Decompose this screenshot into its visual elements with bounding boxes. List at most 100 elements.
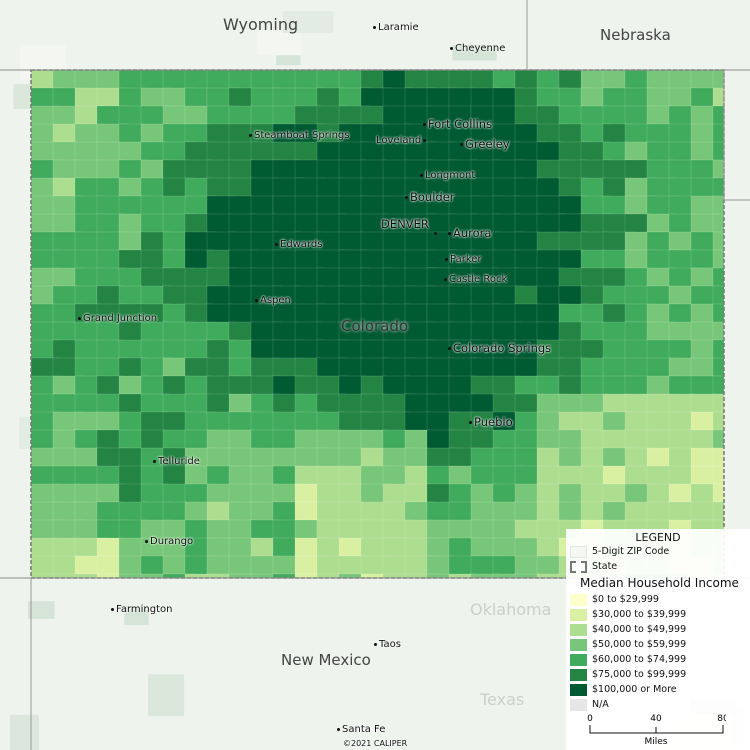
zip-area[interactable] xyxy=(382,339,407,361)
zip-area[interactable] xyxy=(272,537,297,559)
zip-area[interactable] xyxy=(118,249,142,270)
zip-area[interactable] xyxy=(624,321,650,343)
zip-area[interactable] xyxy=(712,321,725,342)
zip-area[interactable] xyxy=(228,231,252,254)
zip-area[interactable] xyxy=(206,537,231,558)
zip-area[interactable] xyxy=(426,483,452,504)
zip-area[interactable] xyxy=(448,303,474,326)
zip-area[interactable] xyxy=(206,141,231,161)
zip-area[interactable] xyxy=(448,429,473,450)
zip-area[interactable] xyxy=(536,321,562,342)
zip-area[interactable] xyxy=(30,447,56,468)
zip-area[interactable] xyxy=(272,141,296,161)
zip-area[interactable] xyxy=(602,357,627,379)
zip-area[interactable] xyxy=(668,303,693,325)
zip-area[interactable] xyxy=(382,105,407,127)
zip-area[interactable] xyxy=(206,123,231,145)
zip-area[interactable] xyxy=(272,267,296,288)
zip-area[interactable] xyxy=(118,231,143,251)
zip-area[interactable] xyxy=(140,465,166,486)
zip-area[interactable] xyxy=(492,429,517,450)
zip-area[interactable] xyxy=(162,285,188,306)
zip-area[interactable] xyxy=(316,447,340,469)
zip-area[interactable] xyxy=(580,321,606,343)
zip-area[interactable] xyxy=(514,159,538,180)
zip-area[interactable] xyxy=(426,393,450,414)
zip-area[interactable] xyxy=(668,177,693,200)
zip-area[interactable] xyxy=(250,465,276,485)
zip-area[interactable] xyxy=(206,159,231,180)
zip-area[interactable] xyxy=(536,429,562,449)
zip-area[interactable] xyxy=(228,339,254,361)
legend: LEGEND 5-Digit ZIP Code State Median Hou… xyxy=(566,529,750,750)
zip-area[interactable] xyxy=(74,429,99,450)
zip-area[interactable] xyxy=(448,393,475,413)
zip-area[interactable] xyxy=(338,537,365,557)
zip-area[interactable] xyxy=(470,465,497,487)
zip-area[interactable] xyxy=(492,555,516,575)
zip-area[interactable] xyxy=(272,429,299,449)
zip-area[interactable] xyxy=(712,231,725,251)
zip-area[interactable] xyxy=(74,375,101,396)
zip-area[interactable] xyxy=(30,195,55,216)
zip-area[interactable] xyxy=(338,213,362,235)
zip-area[interactable] xyxy=(536,285,560,306)
zip-area[interactable] xyxy=(338,231,364,251)
zip-area[interactable] xyxy=(294,519,318,539)
zip-area[interactable] xyxy=(536,249,561,271)
zip-area[interactable] xyxy=(338,177,365,197)
zip-area[interactable] xyxy=(690,231,717,252)
zip-area[interactable] xyxy=(206,177,233,197)
zip-area[interactable] xyxy=(426,465,451,486)
zip-area[interactable] xyxy=(360,177,385,199)
zip-area[interactable] xyxy=(668,141,692,163)
zip-area[interactable] xyxy=(294,141,321,162)
zip-area[interactable] xyxy=(74,87,100,107)
zip-area[interactable] xyxy=(712,213,725,233)
zip-area[interactable] xyxy=(228,375,253,395)
zip-area[interactable] xyxy=(162,339,188,361)
zip-area[interactable] xyxy=(184,105,209,125)
zip-area[interactable] xyxy=(338,357,364,379)
zip-area[interactable] xyxy=(184,429,211,451)
zip-area[interactable] xyxy=(470,393,496,413)
zip-area[interactable] xyxy=(118,429,142,450)
zip-area[interactable] xyxy=(602,501,627,522)
zip-area[interactable] xyxy=(250,195,274,216)
zip-area[interactable] xyxy=(712,159,725,180)
zip-area[interactable] xyxy=(272,303,297,326)
zip-area[interactable] xyxy=(162,105,187,125)
zip-area[interactable] xyxy=(602,483,628,504)
zip-area[interactable] xyxy=(558,483,584,505)
zip-area[interactable] xyxy=(118,537,142,557)
zip-area[interactable] xyxy=(558,267,585,287)
zip-area[interactable] xyxy=(184,357,210,377)
zip-area[interactable] xyxy=(646,123,671,144)
zip-area[interactable] xyxy=(712,465,725,487)
zip-area[interactable] xyxy=(184,465,208,487)
zip-area[interactable] xyxy=(52,447,79,467)
zip-area[interactable] xyxy=(602,429,628,451)
zip-area[interactable] xyxy=(624,159,651,179)
zip-area[interactable] xyxy=(602,285,628,307)
zip-area[interactable] xyxy=(74,141,100,161)
zip-area[interactable] xyxy=(668,105,695,125)
zip-area[interactable] xyxy=(514,537,539,557)
zip-area[interactable] xyxy=(52,141,77,163)
zip-area[interactable] xyxy=(712,123,725,145)
zip-area[interactable] xyxy=(470,321,494,341)
zip-area[interactable] xyxy=(316,195,342,217)
zip-area[interactable] xyxy=(338,339,363,361)
zip-area[interactable] xyxy=(272,69,297,91)
zip-area[interactable] xyxy=(624,393,648,415)
zip-area[interactable] xyxy=(360,159,386,181)
zip-area[interactable] xyxy=(382,429,407,450)
zip-area[interactable] xyxy=(470,429,494,449)
zip-area[interactable] xyxy=(96,393,120,414)
zip-area[interactable] xyxy=(206,285,232,307)
zip-area[interactable] xyxy=(74,339,100,360)
zip-area[interactable] xyxy=(360,195,386,217)
zip-area[interactable] xyxy=(316,141,341,161)
zip-area[interactable] xyxy=(712,195,725,217)
